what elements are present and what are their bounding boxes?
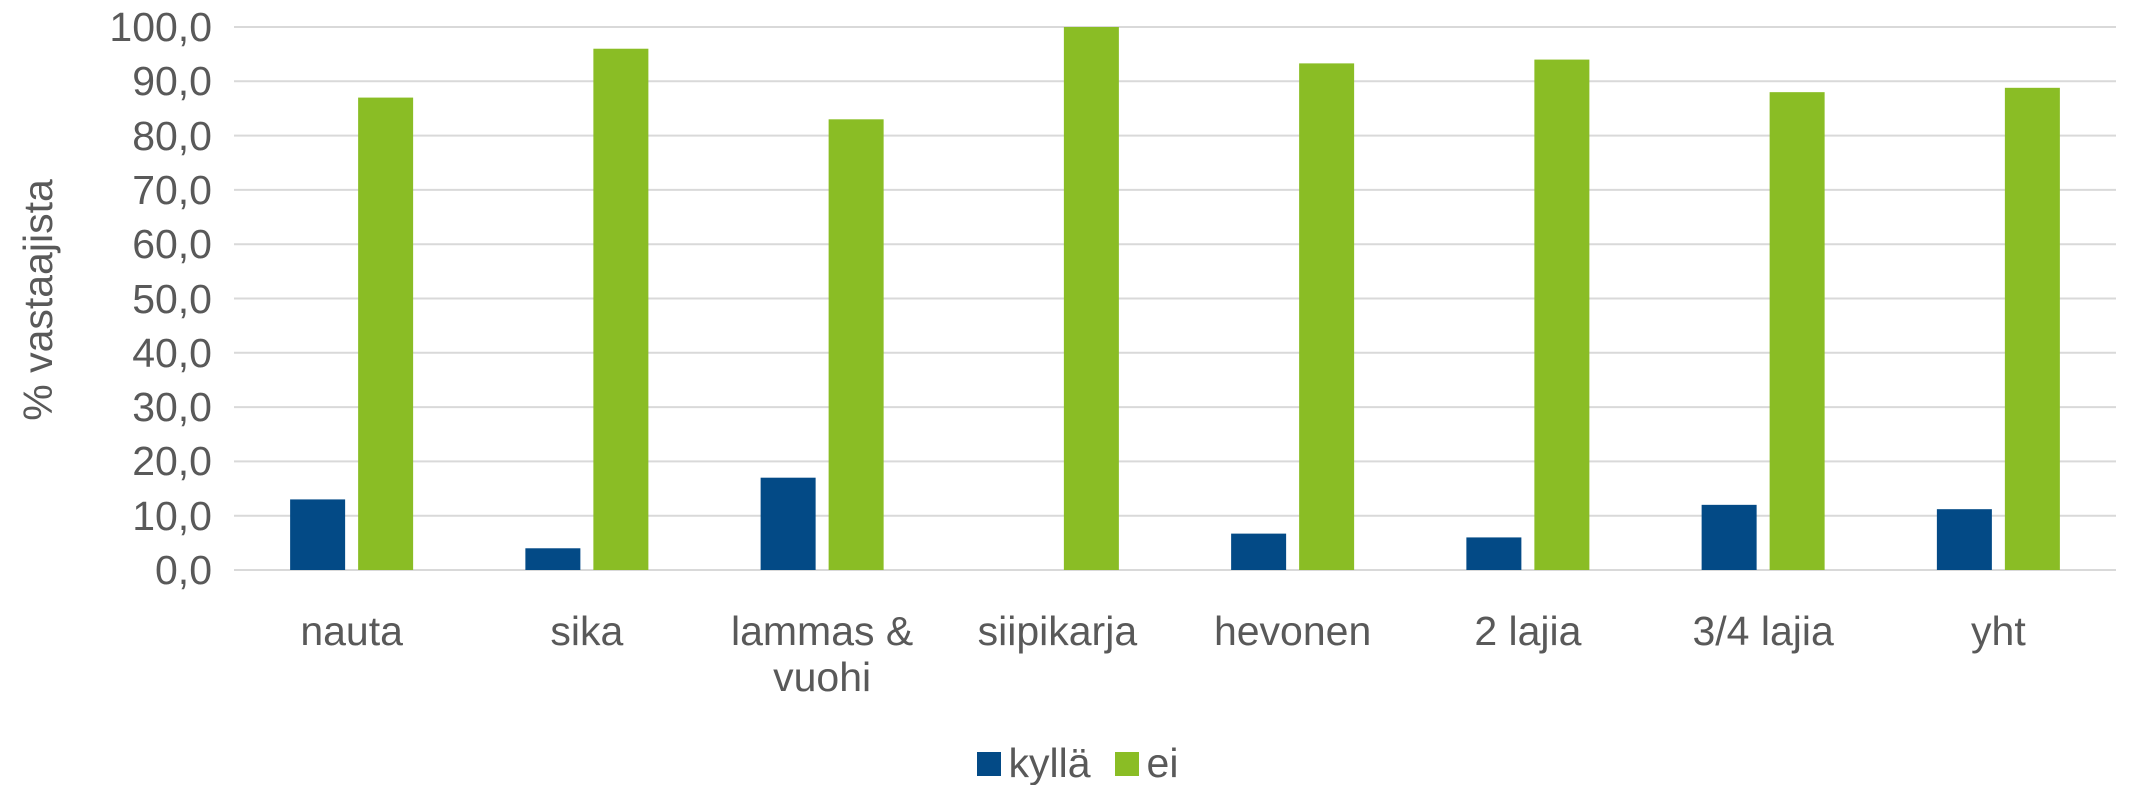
bar xyxy=(1231,533,1287,570)
legend-label: kyllä xyxy=(1008,740,1091,785)
x-tick-label: 2 lajia xyxy=(1474,608,1582,654)
x-tick-label: yht xyxy=(1971,608,2026,654)
y-tick-label: 20,0 xyxy=(132,438,212,485)
x-tick-label: siipikarja xyxy=(977,608,1138,654)
y-tick-label: 100,0 xyxy=(109,4,212,50)
y-tick-label: 30,0 xyxy=(132,384,212,431)
legend-swatch xyxy=(1114,751,1139,776)
y-tick-label: 60,0 xyxy=(132,221,212,268)
bar xyxy=(2004,87,2060,570)
legend-item: ei xyxy=(1114,740,1179,785)
y-axis-label: % vastaajista xyxy=(15,179,61,421)
x-tick-label: lammas & vuohi xyxy=(730,608,914,700)
bar xyxy=(358,97,414,570)
y-tick-label: 80,0 xyxy=(132,112,212,159)
y-tick-label: 0,0 xyxy=(155,547,212,593)
y-tick-label: 10,0 xyxy=(132,492,212,539)
x-tick-label: sika xyxy=(550,608,624,654)
bar xyxy=(1299,63,1355,570)
bar xyxy=(1466,537,1522,570)
y-tick-label: 70,0 xyxy=(132,166,212,213)
bar xyxy=(290,499,346,570)
legend-label: ei xyxy=(1146,740,1179,785)
bar xyxy=(1063,27,1119,570)
y-tick-label: 50,0 xyxy=(132,275,212,322)
bar xyxy=(593,48,649,571)
bar xyxy=(1534,59,1590,570)
y-tick-label: 90,0 xyxy=(132,58,212,105)
bar xyxy=(1701,504,1757,570)
bar xyxy=(1936,509,1992,570)
legend-swatch xyxy=(976,751,1001,776)
legend-item: kyllä xyxy=(976,740,1091,785)
bar xyxy=(525,548,581,570)
x-tick-label: nauta xyxy=(300,608,403,654)
bar xyxy=(828,119,884,570)
x-tick-label: 3/4 lajia xyxy=(1692,608,1834,654)
bar xyxy=(1769,92,1825,570)
x-tick-label: hevonen xyxy=(1213,608,1372,654)
legend: kyllä ei xyxy=(0,740,2155,785)
bar xyxy=(760,477,816,570)
y-tick-label: 40,0 xyxy=(132,329,212,376)
